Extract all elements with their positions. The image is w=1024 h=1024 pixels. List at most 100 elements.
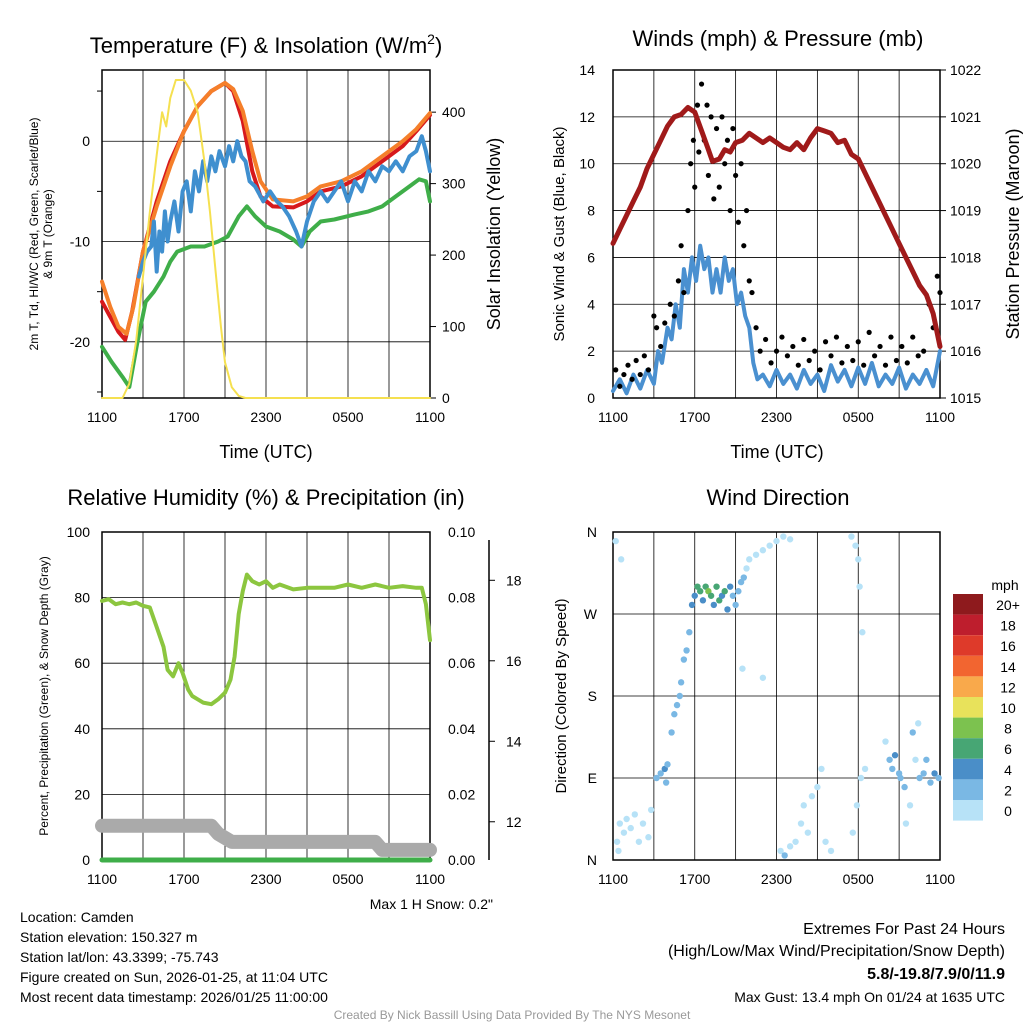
gust-point (696, 149, 702, 155)
direction-point (912, 756, 919, 763)
direction-point (615, 847, 622, 855)
direction-point (713, 583, 720, 590)
gust-point (637, 371, 643, 378)
direction-point (671, 711, 678, 718)
x-tick-label: 0500 (843, 409, 874, 425)
snow-tick-label: 12 (506, 814, 522, 830)
gust-point (641, 353, 647, 359)
gust-point (757, 348, 763, 354)
x-tick-label: 2300 (250, 871, 281, 887)
legend-label: 0 (1004, 803, 1012, 819)
legend-title: mph (991, 577, 1018, 593)
direction-point (726, 583, 734, 590)
gust-point (685, 207, 691, 214)
y-right-tick-label: 200 (442, 247, 466, 263)
y-tick-label: 12 (579, 109, 595, 125)
legend-swatch (953, 779, 983, 800)
recent-timestamp: Most recent data timestamp: 2026/01/25 1… (20, 989, 328, 1005)
direction-point (639, 820, 647, 827)
legend-swatch (953, 614, 983, 636)
direction-point (620, 829, 628, 836)
legend-swatch (953, 697, 983, 718)
y-right-tick-label: 100 (442, 319, 466, 335)
series-sonic-wind (611, 243, 942, 396)
direction-point (729, 592, 737, 599)
gust-point (743, 207, 750, 214)
gust-point (719, 114, 725, 120)
panel2-xlabel: Time (UTC) (730, 442, 823, 462)
y-tick-label: W (584, 606, 598, 622)
legend-label: 10 (1000, 700, 1016, 716)
gust-point (801, 336, 807, 343)
direction-point (668, 729, 675, 736)
x-tick-label: 1100 (925, 871, 955, 887)
panel1-ylabel: 2m T, Td, HI/WC (Red, Green, Scarlet/Blu… (27, 118, 41, 351)
direction-point (855, 556, 862, 563)
direction-point (673, 701, 681, 709)
gust-point (690, 137, 696, 143)
y-tick-label: 20 (74, 786, 90, 802)
direction-point (901, 783, 908, 791)
y-right-tick-label: 1017 (950, 296, 981, 312)
gust-point (872, 353, 878, 359)
legend-swatch (953, 676, 983, 697)
panel1-ylabel-right: Solar Insolation (Yellow) (484, 138, 504, 330)
panel2-ylabel-right: Station Pressure (Maroon) (1003, 128, 1023, 339)
legend-label: 4 (1004, 762, 1012, 778)
direction-point (627, 824, 634, 832)
direction-point (916, 774, 923, 782)
y-right-tick-label: 1020 (950, 156, 981, 172)
panel2-ylabel: Sonic Wind & Gust (Blue, Black) (551, 126, 568, 341)
direction-point (786, 536, 794, 543)
panel4-title: Wind Direction (706, 485, 849, 510)
legend-swatch (953, 594, 983, 615)
gust-point (713, 125, 720, 132)
y-tick-label: 100 (67, 524, 91, 540)
direction-point (781, 852, 788, 859)
gust-point (921, 348, 927, 354)
gust-point (817, 367, 823, 373)
direction-point (759, 547, 767, 554)
y-right-tick-label: 1015 (950, 390, 981, 406)
direction-point (902, 820, 910, 827)
gust-point (855, 339, 861, 345)
gust-point (633, 357, 639, 364)
gust-point (698, 81, 705, 87)
gust-point (746, 278, 752, 284)
direction-point (800, 802, 807, 809)
direction-point (849, 829, 856, 836)
gust-point (651, 313, 657, 319)
x-tick-label: 1100 (87, 871, 117, 887)
gust-point (678, 243, 684, 249)
direction-point (818, 765, 825, 773)
snow-tick-label: 14 (506, 733, 522, 749)
gust-point (629, 376, 635, 382)
y-right-tick-label: 0 (442, 390, 450, 406)
series-wc (136, 134, 432, 279)
gust-point (904, 360, 910, 366)
legend-label: 2 (1004, 782, 1012, 798)
x-tick-label: 1700 (168, 871, 199, 887)
extremes: Extremes For Past 24 Hours (High/Low/Max… (668, 921, 1005, 1005)
direction-point (688, 601, 696, 609)
direction-point (853, 802, 861, 809)
series-insolation (101, 79, 431, 399)
direction-point (707, 592, 715, 599)
gust-point (716, 184, 722, 190)
x-tick-label: 1100 (415, 871, 445, 887)
plot-frame (612, 69, 941, 399)
direction-point (721, 588, 728, 595)
gust-point (888, 334, 894, 340)
direction-point (664, 761, 671, 768)
direction-point (623, 815, 630, 823)
gust-point (790, 343, 796, 350)
legend-label: 18 (1000, 618, 1016, 634)
x-tick-label: 1100 (87, 409, 117, 425)
gust-point (784, 353, 791, 359)
direction-point (827, 847, 835, 855)
gust-point (861, 362, 867, 368)
y-tick-label: 6 (587, 249, 595, 265)
x-tick-label: 2300 (250, 409, 281, 425)
y-tick-label: -10 (70, 234, 90, 250)
direction-point (906, 802, 914, 809)
